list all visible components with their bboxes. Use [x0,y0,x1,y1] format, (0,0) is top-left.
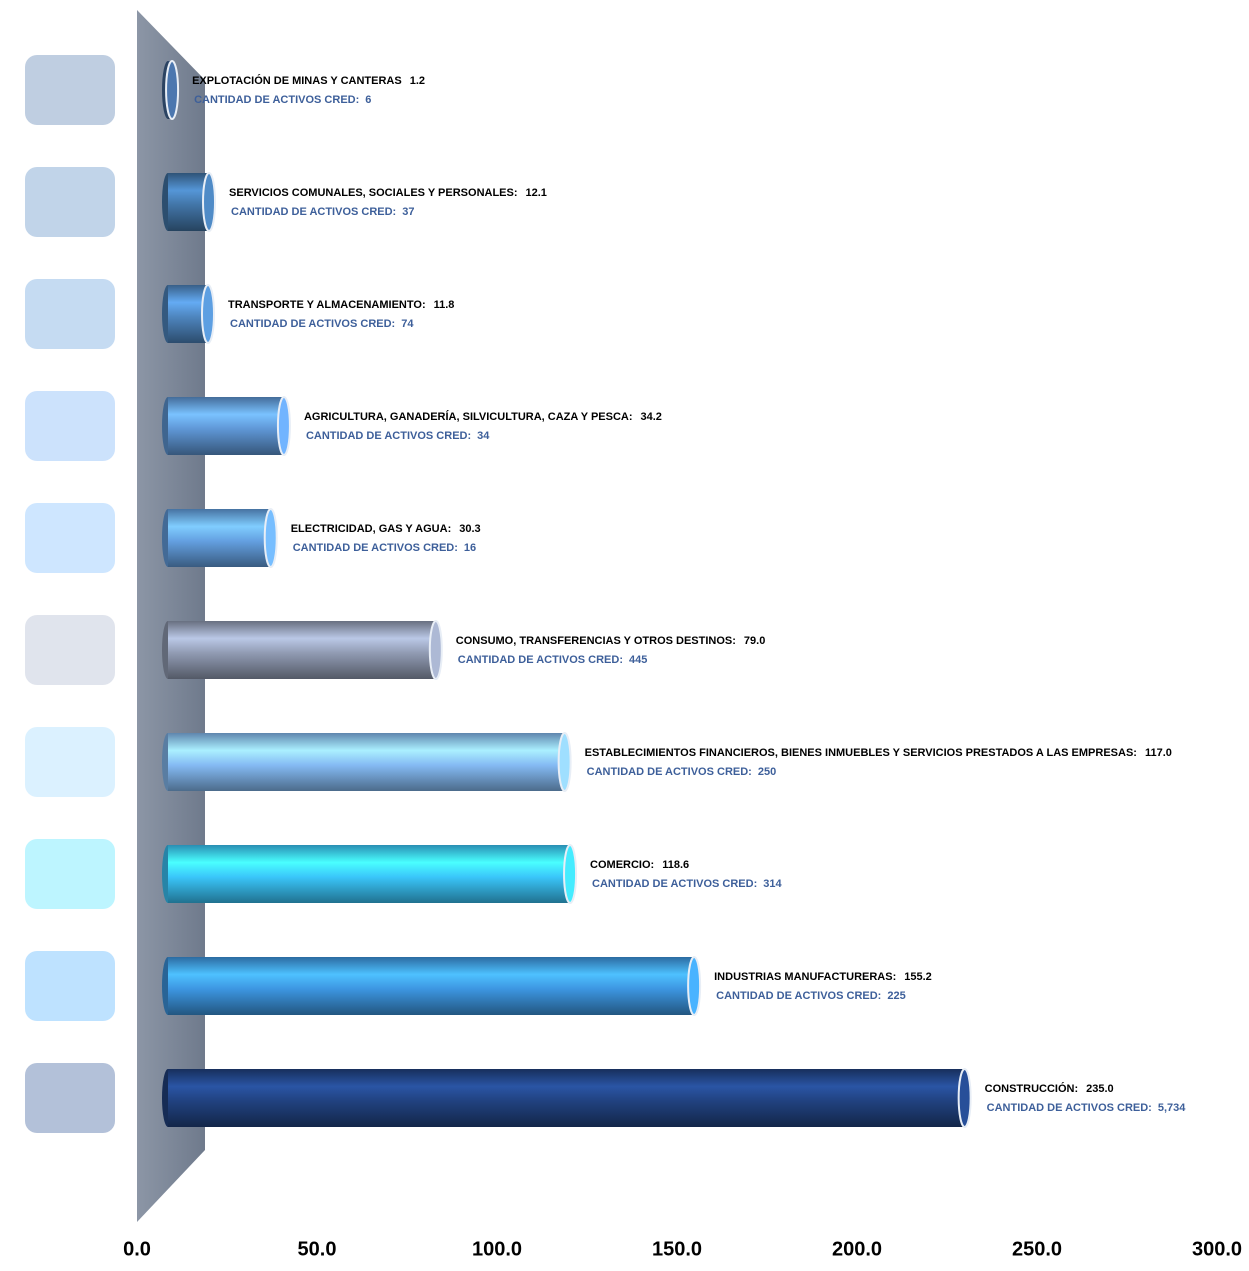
count-label: CANTIDAD DE ACTIVOS CRED: 6 [194,94,371,106]
count-caption: CANTIDAD DE ACTIVOS CRED: [230,318,395,330]
count-label: CANTIDAD DE ACTIVOS CRED: 250 [587,766,777,778]
bar-cap [428,620,443,680]
bar-cap [687,956,702,1016]
bar-cap [957,1068,972,1128]
value-label: 117.0 [1145,747,1172,759]
category-label: CONSTRUCCIÓN: [985,1082,1079,1095]
count-label: CANTIDAD DE ACTIVOS CRED: 445 [458,654,648,666]
count-caption: CANTIDAD DE ACTIVOS CRED: [716,990,881,1002]
value-label: 30.3 [459,523,480,535]
count-caption: CANTIDAD DE ACTIVOS CRED: [458,654,623,666]
category-label: ELECTRICIDAD, GAS Y AGUA: [291,523,452,535]
bar-cap [557,732,572,792]
value-label: 79.0 [744,635,765,647]
count-label: CANTIDAD DE ACTIVOS CRED: 37 [231,206,414,218]
count-caption: CANTIDAD DE ACTIVOS CRED: [306,430,471,442]
bar [168,845,571,903]
data-label: INDUSTRIAS MANUFACTURERAS: 155.2 [714,971,932,983]
bar [168,733,565,791]
row-icon [25,951,115,1021]
count-caption: CANTIDAD DE ACTIVOS CRED: [194,94,359,106]
count-value: 5,734 [1158,1102,1186,1114]
bar-cap [202,172,217,232]
category-label: ESTABLECIMIENTOS FINANCIEROS, BIENES INM… [585,747,1137,759]
bar-cap [563,844,578,904]
value-label: 235.0 [1086,1083,1114,1095]
row-icon [25,615,115,685]
count-label: CANTIDAD DE ACTIVOS CRED: 314 [592,878,782,890]
category-label: EXPLOTACIÓN DE MINAS Y CANTERAS [192,74,402,87]
category-label: COMERCIO: [590,859,654,871]
x-tick-label: 50.0 [298,1238,337,1260]
x-tick-label: 100.0 [472,1238,522,1260]
count-caption: CANTIDAD DE ACTIVOS CRED: [592,878,757,890]
bar [168,397,284,455]
bar-cap [276,396,291,456]
count-caption: CANTIDAD DE ACTIVOS CRED: [293,542,458,554]
count-label: CANTIDAD DE ACTIVOS CRED: 34 [306,430,490,442]
count-caption: CANTIDAD DE ACTIVOS CRED: [987,1102,1152,1114]
data-label: SERVICIOS COMUNALES, SOCIALES Y PERSONAL… [229,187,547,199]
category-label: TRANSPORTE Y ALMACENAMIENTO: [228,299,426,311]
x-tick-label: 300.0 [1192,1238,1242,1260]
value-label: 1.2 [410,75,425,87]
count-label: CANTIDAD DE ACTIVOS CRED: 74 [230,318,414,330]
x-tick-label: 250.0 [1012,1238,1062,1260]
category-label: AGRICULTURA, GANADERÍA, SILVICULTURA, CA… [304,410,633,423]
row-icon [25,503,115,573]
count-value: 34 [477,430,490,442]
count-value: 37 [402,206,414,218]
count-value: 250 [758,766,776,778]
count-label: CANTIDAD DE ACTIVOS CRED: 225 [716,990,906,1002]
count-value: 6 [365,94,371,106]
bar [168,1069,965,1127]
category-label: SERVICIOS COMUNALES, SOCIALES Y PERSONAL… [229,187,518,199]
row-icon [25,391,115,461]
count-caption: CANTIDAD DE ACTIVOS CRED: [231,206,396,218]
count-value: 445 [629,654,647,666]
value-label: 34.2 [641,411,662,423]
category-label: CONSUMO, TRANSFERENCIAS Y OTROS DESTINOS… [456,635,736,647]
data-label: CONSTRUCCIÓN: 235.0 [985,1082,1114,1095]
bar [168,509,271,567]
count-label: CANTIDAD DE ACTIVOS CRED: 5,734 [987,1102,1187,1114]
data-label: ELECTRICIDAD, GAS Y AGUA: 30.3 [291,523,481,535]
bar [168,957,695,1015]
row-icon [25,279,115,349]
data-label: AGRICULTURA, GANADERÍA, SILVICULTURA, CA… [304,410,662,423]
row-icon [25,839,115,909]
bar-cap [263,508,278,568]
row-icon [25,55,115,125]
count-value: 16 [464,542,476,554]
data-label: COMERCIO: 118.6 [590,859,689,871]
bar [168,621,436,679]
count-value: 74 [401,318,414,330]
count-caption: CANTIDAD DE ACTIVOS CRED: [587,766,752,778]
value-label: 155.2 [904,971,932,983]
row-icon [25,1063,115,1133]
data-label: ESTABLECIMIENTOS FINANCIEROS, BIENES INM… [585,747,1172,759]
x-tick-label: 200.0 [832,1238,882,1260]
bar-cap [165,60,180,120]
count-label: CANTIDAD DE ACTIVOS CRED: 16 [293,542,476,554]
count-value: 225 [887,990,905,1002]
value-label: 118.6 [662,859,689,871]
count-value: 314 [763,878,782,890]
category-label: INDUSTRIAS MANUFACTURERAS: [714,971,896,983]
x-tick-label: 0.0 [123,1238,151,1260]
bar-cap [201,284,216,344]
data-label: TRANSPORTE Y ALMACENAMIENTO: 11.8 [228,299,454,311]
row-icon [25,167,115,237]
x-tick-label: 150.0 [652,1238,702,1260]
value-label: 12.1 [526,187,547,199]
value-label: 11.8 [434,299,455,311]
data-label: CONSUMO, TRANSFERENCIAS Y OTROS DESTINOS… [456,635,766,647]
data-label: EXPLOTACIÓN DE MINAS Y CANTERAS 1.2 [192,74,425,87]
row-icon [25,727,115,797]
